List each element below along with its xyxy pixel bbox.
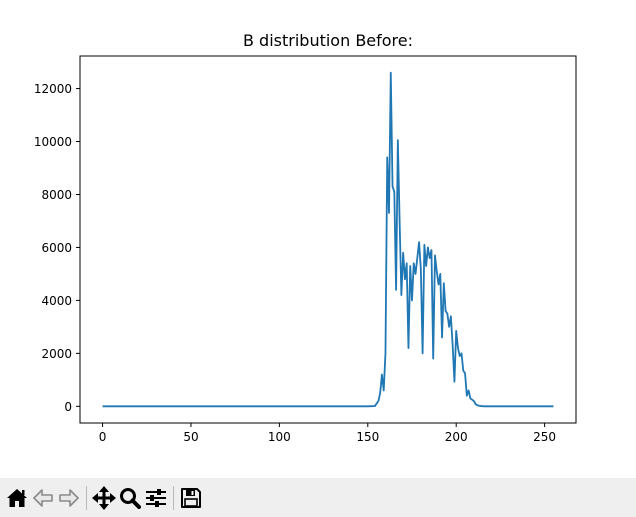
x-tick-label: 150 bbox=[356, 430, 379, 444]
plot-area bbox=[80, 56, 576, 423]
pan-icon bbox=[92, 485, 116, 510]
y-tick-label: 4000 bbox=[41, 294, 72, 308]
pan-button[interactable] bbox=[91, 483, 117, 513]
series-line bbox=[102, 71, 554, 408]
y-tick-label: 8000 bbox=[41, 188, 72, 202]
configure-subplots-icon bbox=[146, 488, 166, 507]
configure-subplots-button[interactable] bbox=[143, 483, 169, 513]
home-button[interactable] bbox=[4, 483, 30, 513]
home-icon bbox=[7, 488, 27, 507]
back-arrow-icon bbox=[33, 488, 53, 507]
forward-arrow-icon bbox=[59, 488, 79, 507]
y-tick-label: 12000 bbox=[34, 82, 72, 96]
x-tick-label: 100 bbox=[268, 430, 291, 444]
x-tick-label: 250 bbox=[533, 430, 556, 444]
navigation-toolbar bbox=[0, 478, 636, 517]
x-tick-label: 0 bbox=[99, 430, 107, 444]
x-axis: 0 50 100 150 200 250 bbox=[99, 423, 556, 444]
y-tick-label: 0 bbox=[64, 400, 72, 414]
save-icon bbox=[181, 487, 201, 508]
y-tick-label: 10000 bbox=[34, 135, 72, 149]
figure: B distribution Before: 0 50 100 150 200 250 0… bbox=[33, 31, 577, 444]
x-tick-label: 200 bbox=[445, 430, 468, 444]
toolbar-separator bbox=[173, 485, 174, 510]
zoom-icon bbox=[120, 487, 141, 509]
chart: B distribution Before: 0 50 100 150 200 250 0… bbox=[34, 31, 577, 444]
forward-button[interactable] bbox=[56, 483, 82, 513]
y-tick-label: 6000 bbox=[41, 241, 72, 255]
plot-frame bbox=[79, 55, 577, 424]
toolbar-separator bbox=[86, 485, 87, 510]
back-button[interactable] bbox=[30, 483, 56, 513]
chart-title: B distribution Before: bbox=[243, 31, 413, 50]
x-tick-label: 50 bbox=[183, 430, 198, 444]
y-tick-label: 2000 bbox=[41, 347, 72, 361]
y-axis: 0 2000 4000 6000 8000 10000 12000 bbox=[34, 82, 80, 414]
zoom-button[interactable] bbox=[117, 483, 143, 513]
save-button[interactable] bbox=[178, 483, 204, 513]
